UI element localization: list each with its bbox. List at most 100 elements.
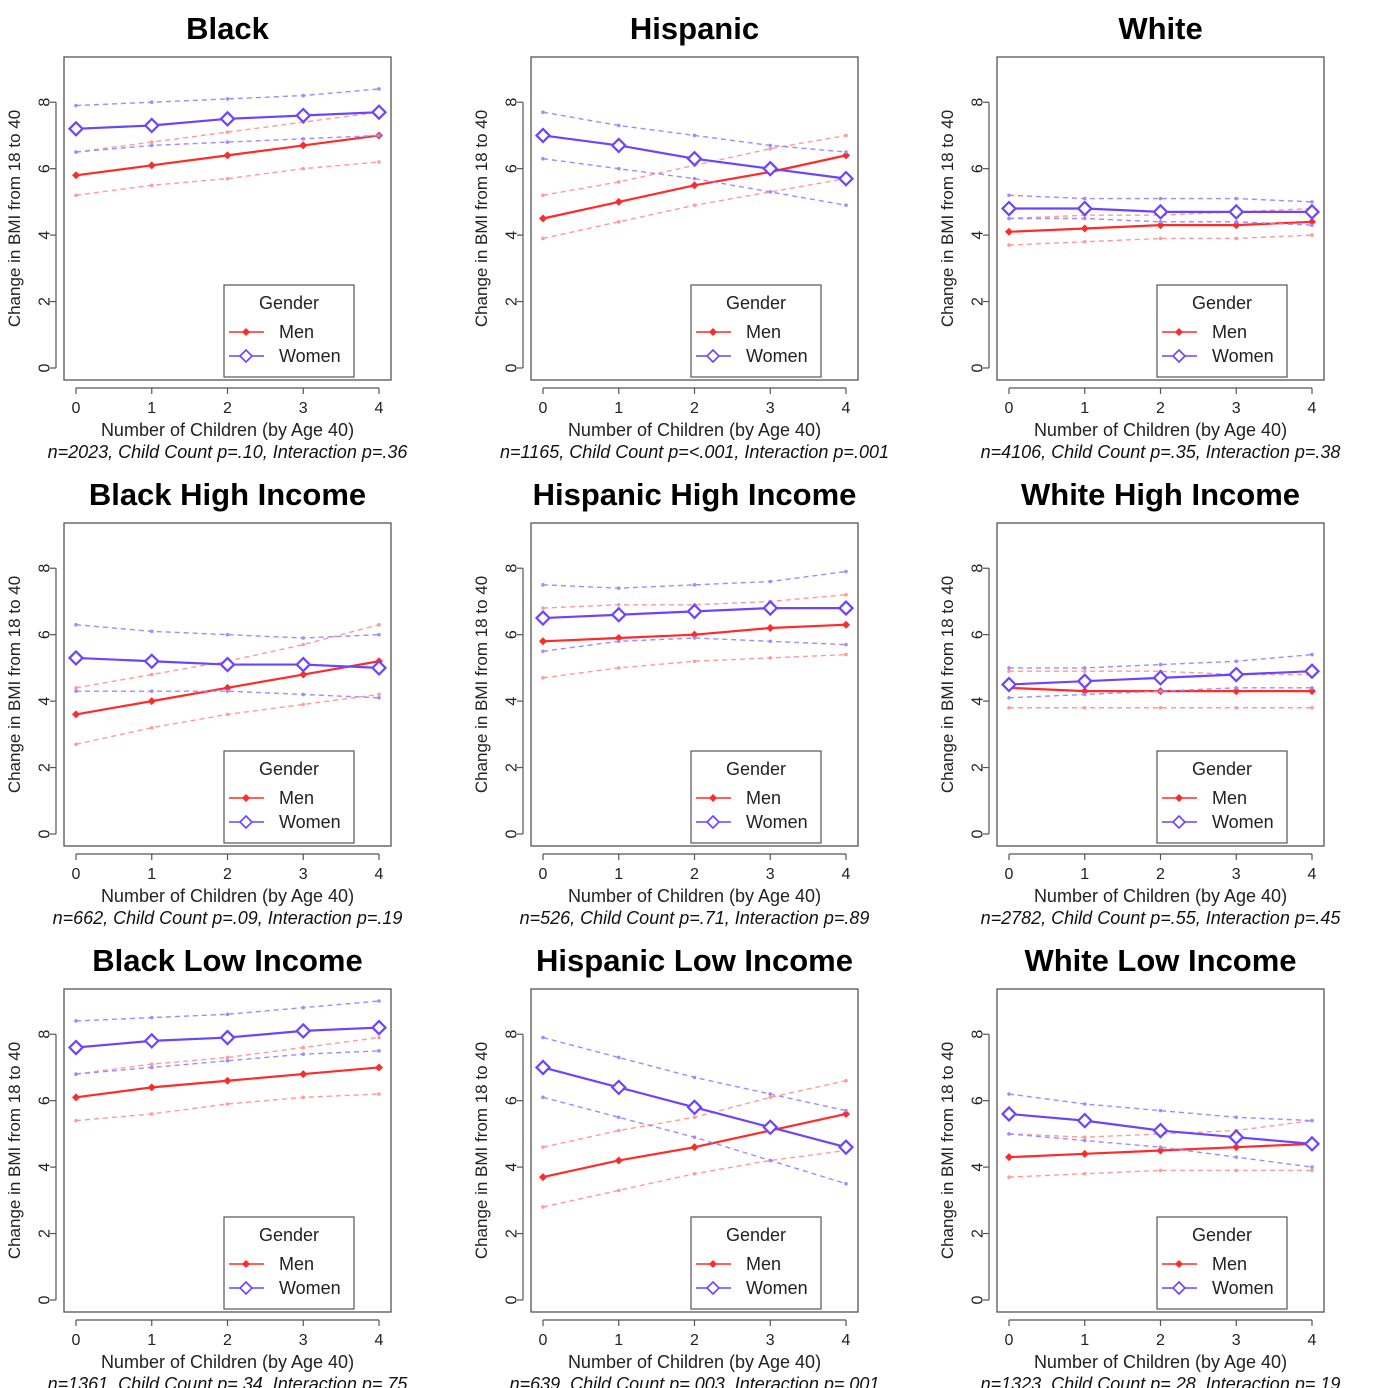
women-ci-lower: [1008, 1133, 1313, 1168]
x-tick-label: 3: [1232, 400, 1241, 417]
women-ci-upper-point: [1158, 662, 1163, 667]
men-ci-upper-point: [541, 1145, 545, 1149]
women-point: [686, 150, 703, 167]
men-ci-lower-point: [541, 236, 545, 241]
women-ci-upper-point: [149, 1015, 154, 1020]
legend-marker-men: [1175, 794, 1183, 802]
legend-marker-women: [705, 1280, 721, 1296]
stats-footnote: n=1165, Child Count p=<.001, Interaction…: [500, 442, 889, 462]
women-ci-upper-point: [225, 1012, 230, 1017]
legend-marker-men: [709, 1260, 717, 1268]
y-axis-label: Change in BMI from 18 to 40: [472, 576, 491, 793]
men-point: [1080, 224, 1089, 233]
women-ci-lower-point: [74, 689, 78, 693]
women-point: [1152, 1122, 1169, 1139]
women-point: [837, 170, 855, 187]
women-ci-lower-point: [616, 1115, 621, 1120]
men-ci-upper-point: [377, 1035, 381, 1040]
x-tick-label: 0: [1005, 866, 1014, 883]
men-ci-lower-point: [1082, 1171, 1087, 1176]
x-tick-label: 2: [223, 1332, 232, 1349]
men-point: [299, 1070, 308, 1079]
women-ci-lower-point: [377, 1049, 381, 1053]
men-ci-upper-point: [74, 686, 78, 690]
x-tick-label: 0: [539, 866, 548, 883]
legend-label-women: Women: [279, 346, 341, 366]
men-point: [223, 151, 232, 160]
legend: Gender Men Women: [1156, 1216, 1288, 1310]
women-point: [295, 107, 312, 124]
legend-label-women: Women: [279, 1278, 341, 1298]
men-point: [614, 633, 623, 642]
legend-label-women: Women: [279, 812, 341, 832]
stats-footnote: n=662, Child Count p=.09, Interaction p=…: [53, 908, 403, 928]
women-ci-upper-point: [692, 1075, 697, 1080]
women-point: [67, 1039, 85, 1056]
x-tick-label: 4: [375, 1332, 384, 1349]
women-ci-upper-point: [1082, 196, 1087, 201]
men-point: [1232, 221, 1241, 230]
women-ci-lower-point: [1310, 223, 1314, 227]
women-ci-lower-point: [692, 636, 697, 640]
men-point: [72, 171, 80, 180]
men-ci-upper-point: [541, 606, 545, 610]
men-ci-upper-point: [225, 1055, 230, 1060]
women-ci-upper-point: [149, 629, 154, 634]
women-ci-lower-point: [768, 190, 773, 194]
women-ci-upper-point: [301, 636, 306, 640]
women-ci-upper-point: [377, 87, 381, 91]
men-ci-upper-point: [377, 622, 381, 627]
men-ci-upper-point: [1082, 1135, 1087, 1140]
x-tick-label: 3: [1232, 1332, 1241, 1349]
y-tick-label: 6: [37, 164, 54, 173]
legend-label-women: Women: [1212, 812, 1274, 832]
men-ci-lower-point: [149, 1112, 154, 1116]
women-ci-upper-point: [616, 123, 621, 128]
women-ci-lower: [542, 637, 847, 652]
men-point: [539, 214, 547, 223]
men-ci-upper-point: [149, 1062, 154, 1066]
men-point: [1080, 687, 1089, 696]
women-ci-upper: [75, 1000, 380, 1022]
men-ci-lower-point: [1082, 705, 1087, 710]
men-point: [1005, 227, 1013, 236]
men-point: [842, 1109, 850, 1118]
women-ci-upper-point: [768, 143, 773, 148]
men-ci-upper: [542, 594, 847, 609]
women-ci-upper-point: [1007, 193, 1011, 198]
y-tick-label: 4: [37, 1163, 54, 1172]
legend-label-men: Men: [1212, 1254, 1247, 1274]
women-ci-lower-point: [692, 1135, 697, 1140]
panel-4: Black High Income 0 1 2 3 4 Number of Children…: [5, 477, 402, 928]
women-ci-upper-point: [1082, 666, 1087, 670]
y-axis-label: Change in BMI from 18 to 40: [938, 110, 957, 327]
women-ci-lower-point: [1158, 220, 1163, 224]
women-ci-lower-point: [377, 133, 381, 138]
men-ci-lower-point: [149, 183, 154, 188]
women-ci-lower: [1008, 687, 1312, 699]
women-point: [534, 609, 552, 627]
legend-marker-women: [238, 1280, 254, 1296]
x-tick-label: 0: [1005, 400, 1014, 417]
y-tick-label: 2: [37, 1229, 54, 1238]
women-ci-lower-point: [844, 1181, 848, 1186]
x-tick-label: 3: [1232, 866, 1241, 883]
men-point: [299, 670, 308, 679]
y-tick-label: 2: [37, 297, 54, 306]
legend-marker-men: [1175, 328, 1183, 336]
x-tick-label: 0: [72, 400, 81, 417]
y-tick-label: 2: [37, 763, 54, 772]
x-tick-label: 1: [147, 1332, 156, 1349]
x-axis-label: Number of Children (by Age 40): [1034, 886, 1287, 906]
panel-1: Black 0 1 2 3 4 Number of Children (by Age 40)…: [5, 11, 408, 462]
women-point: [370, 104, 388, 121]
women-ci-lower-point: [616, 166, 621, 171]
men-point: [766, 624, 775, 633]
women-ci-lower-point: [149, 689, 154, 693]
plot-frame: [996, 522, 1325, 847]
men-ci-lower-point: [1082, 239, 1087, 244]
women-point: [67, 120, 85, 137]
men-point: [539, 1173, 547, 1182]
x-tick-label: 4: [375, 400, 384, 417]
legend-label-men: Men: [279, 788, 314, 808]
